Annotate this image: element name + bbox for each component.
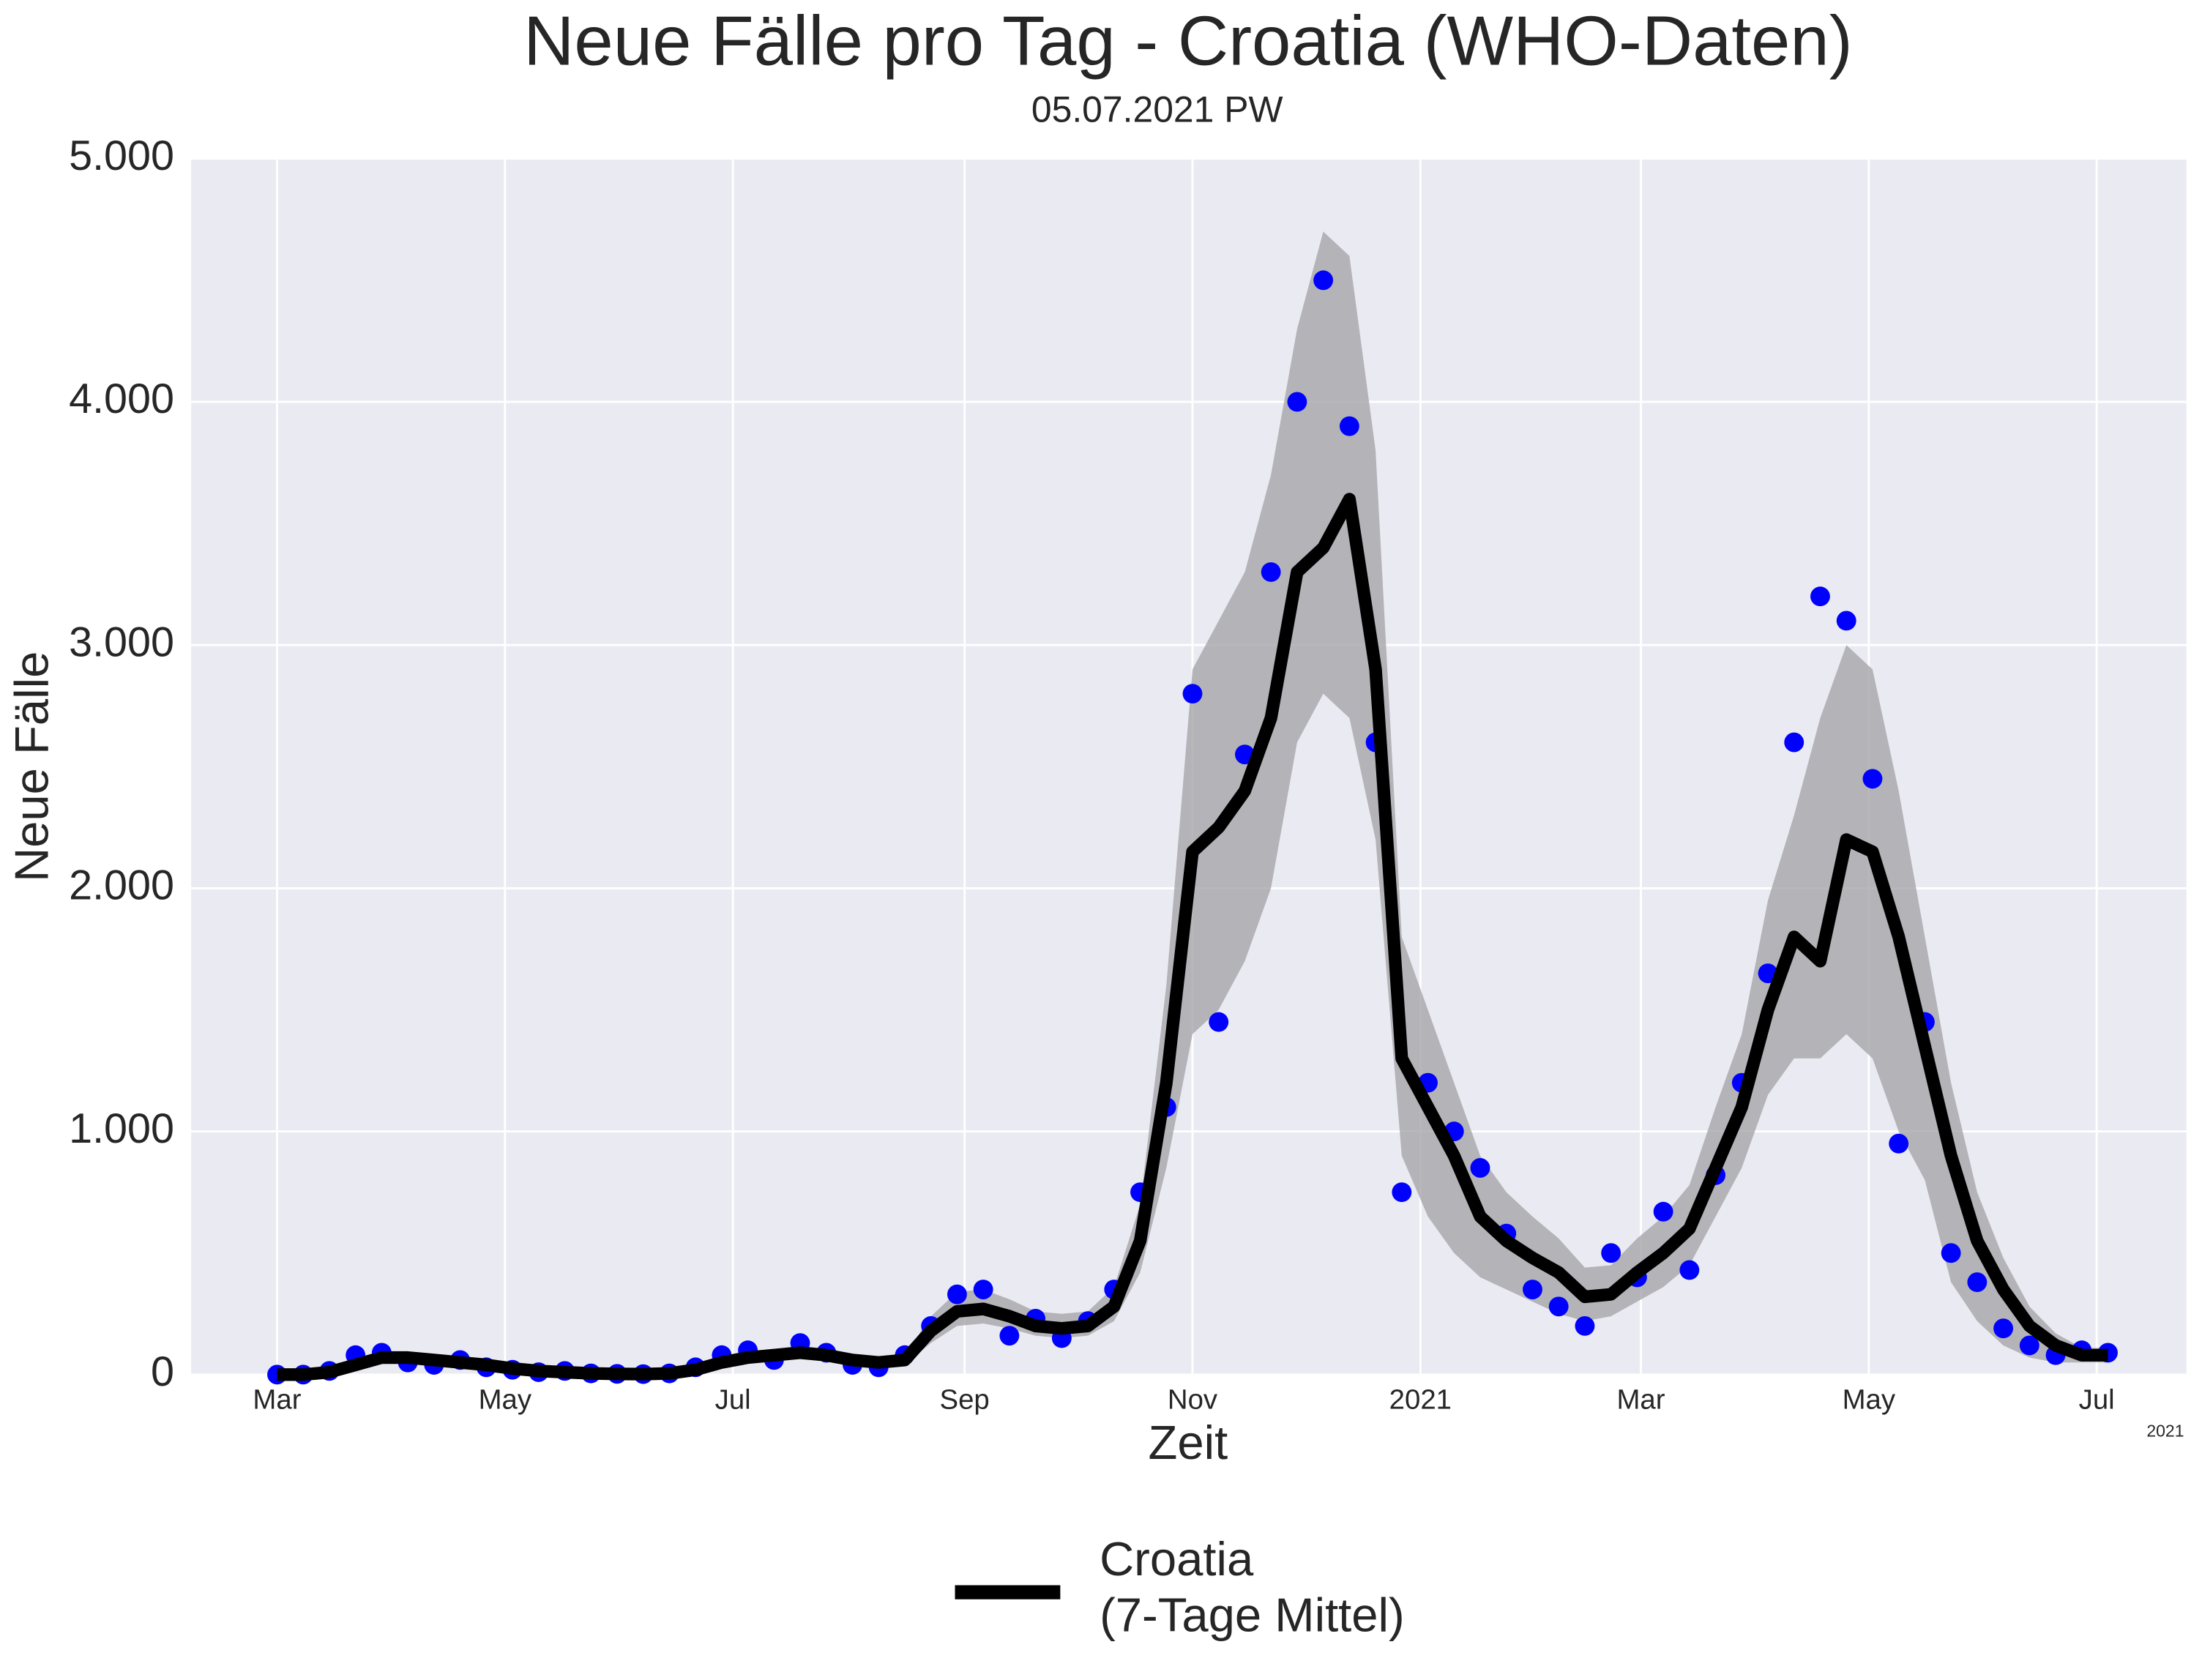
daily-point [1209, 1012, 1229, 1032]
daily-point [1523, 1280, 1542, 1299]
x-tick-label: Sep [939, 1384, 989, 1415]
daily-point [1679, 1260, 1700, 1280]
daily-point [1941, 1243, 1961, 1263]
daily-point [1548, 1296, 1569, 1317]
daily-point [1470, 1158, 1490, 1178]
y-tick-label: 4.000 [69, 376, 174, 422]
x-tick-label: Mar [253, 1384, 301, 1415]
daily-point [1287, 392, 1307, 412]
confidence-band [277, 231, 2108, 1375]
x-offset-label: 2021 [2146, 1422, 2184, 1441]
x-tick-label: May [1843, 1384, 1896, 1415]
chart-title: Neue Fälle pro Tag - Croatia (WHO-Daten) [523, 2, 1852, 81]
grid: 0 1.000 2.000 3.000 4.000 5.000 Mar May Jul Sep No… [69, 132, 2187, 1415]
daily-point [1653, 1201, 1673, 1222]
daily-point [973, 1280, 993, 1299]
daily-point [1862, 769, 1883, 789]
daily-point [1261, 562, 1281, 582]
daily-point [1182, 684, 1203, 704]
daily-point [1313, 270, 1334, 291]
daily-point [1575, 1315, 1595, 1336]
y-tick-label: 2.000 [69, 862, 174, 909]
x-tick-label: Jul [2079, 1384, 2115, 1415]
daily-point [1784, 732, 1804, 753]
x-tick-label: Jul [715, 1384, 751, 1415]
y-axis-label: Neue Fälle [4, 652, 58, 882]
y-tick-label: 3.000 [69, 619, 174, 665]
daily-point [1889, 1133, 1909, 1154]
x-tick-label: 2021 [1389, 1384, 1452, 1415]
daily-point [1392, 1182, 1412, 1203]
chart-subtitle: 05.07.2021 PW [1031, 89, 1283, 130]
daily-point [999, 1326, 1020, 1346]
daily-point [1993, 1318, 2014, 1339]
y-tick-label: 0 [151, 1348, 174, 1395]
x-axis-label: Zeit [1149, 1416, 1228, 1469]
daily-point [1967, 1272, 1988, 1292]
legend: Croatia (7-Tage Mittel) [955, 1532, 1405, 1642]
daily-point [2019, 1335, 2039, 1356]
marks [267, 231, 2118, 1385]
y-tick-label: 5.000 [69, 132, 174, 179]
mean-line [277, 493, 2108, 1381]
daily-point [1810, 586, 1830, 607]
legend-label-line: Croatia [1100, 1532, 1254, 1586]
daily-point [1836, 611, 1856, 631]
x-tick-label: May [479, 1384, 532, 1415]
x-tick-label: Nov [1168, 1384, 1218, 1415]
x-tick-label: Mar [1616, 1384, 1665, 1415]
legend-label: Croatia (7-Tage Mittel) [1100, 1532, 1405, 1642]
daily-point [1601, 1243, 1621, 1263]
legend-label-line: (7-Tage Mittel) [1100, 1588, 1405, 1642]
y-tick-label: 1.000 [69, 1105, 174, 1152]
daily-point [1339, 416, 1359, 436]
daily-point [947, 1284, 967, 1304]
